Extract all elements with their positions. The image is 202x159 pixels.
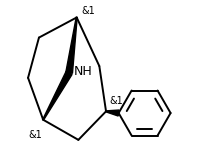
Text: &1: &1 (109, 96, 123, 106)
Text: NH: NH (73, 65, 92, 78)
Polygon shape (43, 71, 72, 120)
Polygon shape (66, 17, 77, 73)
Text: &1: &1 (28, 130, 42, 140)
Text: &1: &1 (82, 6, 96, 16)
Polygon shape (106, 110, 119, 116)
